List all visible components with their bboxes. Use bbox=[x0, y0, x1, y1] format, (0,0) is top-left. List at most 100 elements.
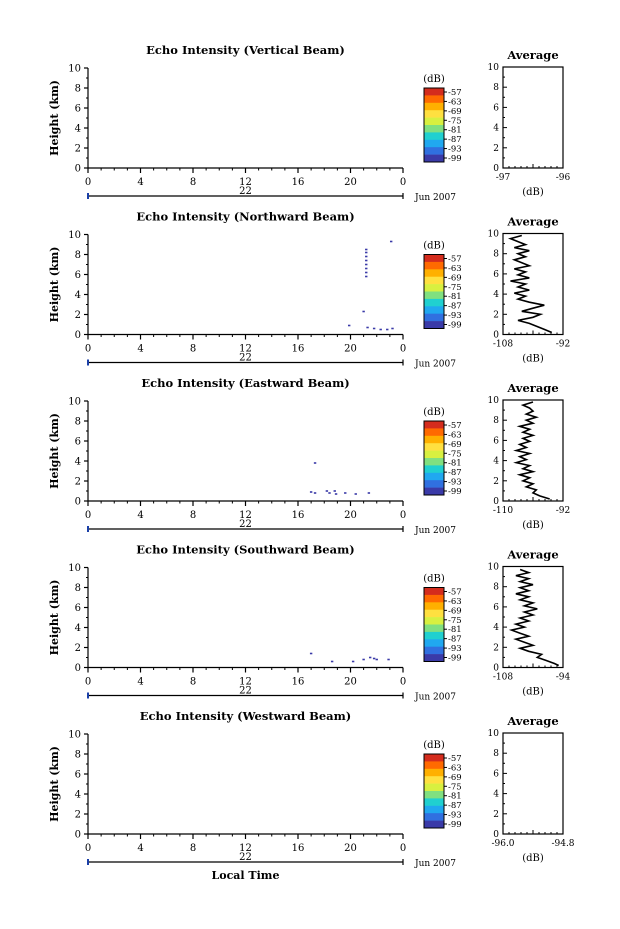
average-profile-line bbox=[508, 568, 560, 667]
profile-y-tick-label: 0 bbox=[493, 664, 499, 674]
colorbar-tick-label: -99 bbox=[448, 820, 462, 830]
colorbar-swatch bbox=[424, 110, 444, 118]
colorbar-swatch bbox=[424, 284, 444, 292]
colorbar-swatch bbox=[424, 450, 444, 459]
y-tick-label: 10 bbox=[68, 397, 81, 408]
average-title: Average bbox=[506, 548, 558, 562]
x-tick-label: 0 bbox=[85, 510, 91, 521]
colorbar-frame bbox=[423, 254, 445, 329]
y-tick-label: 6 bbox=[75, 770, 81, 781]
y-tick-label: 6 bbox=[75, 603, 81, 614]
colorbar-tick-label: -87 bbox=[448, 635, 462, 645]
echo-point bbox=[365, 275, 368, 278]
profile-x-tick-label: -110 bbox=[493, 506, 513, 516]
x-tick-label: 16 bbox=[292, 344, 305, 355]
colorbar-swatch bbox=[424, 95, 444, 104]
profile-frame bbox=[502, 66, 564, 169]
profile-x-tick-label: -108 bbox=[493, 340, 513, 350]
colorbar-tick-label: -63 bbox=[448, 430, 462, 440]
colorbar-tick-label: -81 bbox=[448, 292, 462, 302]
colorbar-unit: (dB) bbox=[423, 241, 445, 252]
x-tick-label: 0 bbox=[400, 677, 406, 688]
profile-x-tick-label: -94.8 bbox=[551, 839, 574, 849]
plot-axes bbox=[87, 234, 403, 336]
echo-point bbox=[347, 324, 351, 327]
x-tick-label: 4 bbox=[137, 843, 143, 854]
echo-point bbox=[367, 492, 371, 494]
x-tick-label: 0 bbox=[400, 344, 406, 355]
y-tick-label: 0 bbox=[75, 663, 81, 674]
profile-y-tick-label: 10 bbox=[488, 563, 500, 573]
colorbar-swatch bbox=[424, 646, 444, 655]
y-tick-label: 10 bbox=[68, 64, 81, 75]
profile-y-tick-label: 2 bbox=[493, 477, 499, 487]
profile-y-tick-label: 6 bbox=[493, 436, 499, 446]
profile-frame bbox=[502, 232, 564, 336]
colorbar-swatch bbox=[424, 254, 444, 263]
y-tick-label: 10 bbox=[68, 563, 81, 574]
profile-y-tick-label: 4 bbox=[493, 790, 499, 800]
x-tick-label: 4 bbox=[137, 344, 143, 355]
profile-y-tick-label: 10 bbox=[488, 63, 500, 73]
profile-y-tick-label: 2 bbox=[493, 310, 499, 320]
colorbar-tick-label: -69 bbox=[448, 273, 462, 283]
echo-point bbox=[344, 492, 347, 494]
colorbar-tick-label: -63 bbox=[448, 97, 462, 107]
colorbar-frame bbox=[423, 420, 445, 496]
y-axis-label: Height (km) bbox=[48, 413, 61, 489]
echo-point bbox=[334, 493, 338, 495]
colorbar-swatch bbox=[424, 88, 444, 96]
y-tick-label: 0 bbox=[75, 497, 81, 508]
y-tick-label: 0 bbox=[75, 330, 81, 341]
day-label: 22 bbox=[239, 686, 252, 697]
y-tick-label: 8 bbox=[75, 250, 81, 261]
x-tick-label: 4 bbox=[137, 510, 143, 521]
colorbar-swatch bbox=[424, 139, 444, 148]
x-tick-label: 16 bbox=[292, 677, 305, 688]
colorbar-swatch bbox=[424, 147, 444, 155]
profile-y-tick-label: 6 bbox=[493, 270, 499, 280]
profile-y-tick-label: 8 bbox=[493, 416, 499, 426]
x-tick-label: 8 bbox=[190, 677, 196, 688]
plot-axes bbox=[87, 68, 403, 169]
colorbar-tick-label: -75 bbox=[448, 116, 462, 126]
y-tick-label: 4 bbox=[75, 124, 81, 135]
x-tick-label: 0 bbox=[400, 510, 406, 521]
colorbar-tick-label: -99 bbox=[448, 654, 462, 664]
y-tick-label: 0 bbox=[75, 164, 81, 175]
echo-point bbox=[325, 490, 329, 492]
colorbar-tick-label: -93 bbox=[448, 811, 462, 821]
colorbar-tick-label: -87 bbox=[448, 801, 462, 811]
x-tick-label: 16 bbox=[292, 177, 305, 188]
average-title: Average bbox=[506, 215, 558, 229]
colorbar-swatch bbox=[424, 805, 444, 814]
profile-y-tick-label: 6 bbox=[493, 603, 499, 613]
echo-point bbox=[362, 310, 365, 313]
colorbar-frame bbox=[423, 587, 445, 662]
echo-point bbox=[365, 248, 368, 251]
colorbar-swatch bbox=[424, 602, 444, 610]
echo-point bbox=[354, 493, 357, 495]
y-axis-label: Height (km) bbox=[48, 80, 61, 156]
date-label: Jun 2007 bbox=[414, 859, 456, 869]
x-tick-label: 20 bbox=[344, 177, 357, 188]
echo-point bbox=[365, 271, 368, 274]
profile-x-tick-label: -108 bbox=[493, 673, 513, 683]
profile-x-tick-label: -94 bbox=[556, 673, 571, 683]
echo-point bbox=[365, 251, 368, 254]
profile-x-tick-label: -97 bbox=[496, 173, 511, 183]
colorbar-swatch bbox=[424, 768, 444, 777]
colorbar-swatch bbox=[424, 321, 444, 329]
y-tick-label: 6 bbox=[75, 437, 81, 448]
x-tick-label: 12 bbox=[239, 677, 252, 688]
profile-y-tick-label: 4 bbox=[493, 457, 499, 467]
echo-point bbox=[365, 255, 368, 258]
x-tick-label: 0 bbox=[400, 843, 406, 854]
y-tick-label: 6 bbox=[75, 270, 81, 281]
profile-y-tick-label: 10 bbox=[488, 729, 500, 739]
colorbar-swatch bbox=[424, 609, 444, 618]
colorbar-swatch bbox=[424, 291, 444, 300]
colorbar-tick-label: -81 bbox=[448, 126, 462, 136]
y-tick-label: 4 bbox=[75, 790, 81, 801]
echo-point bbox=[309, 652, 313, 655]
